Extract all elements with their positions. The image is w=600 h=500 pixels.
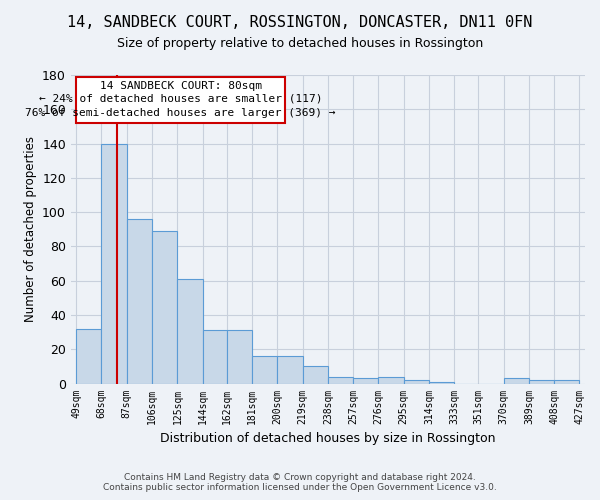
Bar: [328, 376, 353, 384]
Bar: [404, 380, 429, 384]
Bar: [503, 378, 529, 384]
Bar: [127, 219, 152, 384]
Bar: [379, 376, 404, 384]
Bar: [554, 380, 580, 384]
Bar: [529, 380, 554, 384]
Bar: [178, 279, 203, 384]
Text: 14, SANDBECK COURT, ROSSINGTON, DONCASTER, DN11 0FN: 14, SANDBECK COURT, ROSSINGTON, DONCASTE…: [67, 15, 533, 30]
Text: 76% of semi-detached houses are larger (369) →: 76% of semi-detached houses are larger (…: [25, 108, 336, 118]
X-axis label: Distribution of detached houses by size in Rossington: Distribution of detached houses by size …: [160, 432, 496, 445]
Y-axis label: Number of detached properties: Number of detached properties: [23, 136, 37, 322]
Bar: [277, 356, 302, 384]
Text: 14 SANDBECK COURT: 80sqm: 14 SANDBECK COURT: 80sqm: [100, 81, 262, 91]
Text: Size of property relative to detached houses in Rossington: Size of property relative to detached ho…: [117, 38, 483, 51]
Bar: [152, 231, 178, 384]
Bar: [353, 378, 379, 384]
Bar: [252, 356, 277, 384]
Bar: [227, 330, 252, 384]
Bar: [203, 330, 227, 384]
Bar: [302, 366, 328, 384]
Bar: [76, 328, 101, 384]
Text: Contains HM Land Registry data © Crown copyright and database right 2024.
Contai: Contains HM Land Registry data © Crown c…: [103, 473, 497, 492]
Text: ← 24% of detached houses are smaller (117): ← 24% of detached houses are smaller (11…: [39, 94, 322, 104]
Bar: [101, 144, 127, 384]
Bar: [429, 382, 454, 384]
FancyBboxPatch shape: [76, 76, 285, 123]
